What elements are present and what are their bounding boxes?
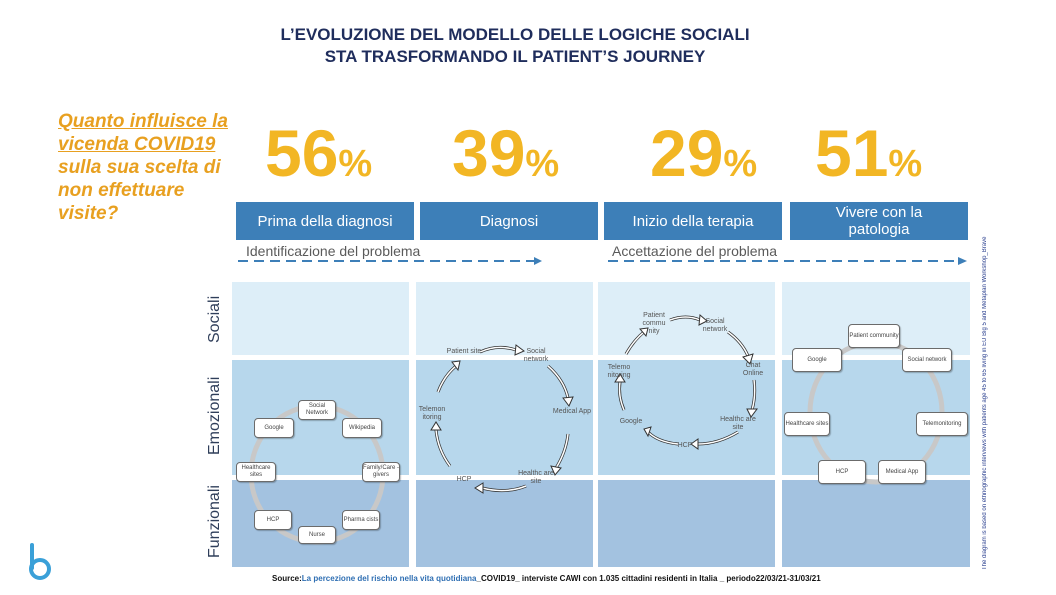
node-wikipedia: Wikipedia [342, 418, 382, 438]
source-prefix: Source: [272, 574, 302, 583]
band-sociali [416, 282, 593, 355]
stat-value: 29 [650, 116, 724, 190]
node-hcp: HCP [456, 476, 472, 483]
stat-value: 56 [265, 116, 339, 190]
band-funzionali [598, 480, 775, 567]
node-hcp: HCP [677, 442, 693, 449]
node-telemonitoring: Telemonitoring [916, 412, 968, 436]
cycle-arrows [430, 344, 574, 494]
node-patient-community: Patient community [848, 324, 900, 348]
stat-unit: % [888, 143, 923, 185]
phase-inizio-terapia: Inizio della terapia [604, 202, 782, 240]
journey-column-2: Patient site Social network Medical App … [416, 282, 593, 567]
node-healthcare-site: Healthc are site [720, 416, 756, 431]
node-social-network: Social network [523, 348, 549, 363]
journey-dashed-arrow [238, 257, 967, 265]
node-social-network: Social network [702, 318, 728, 333]
row-label-funzionali: Funzionali [206, 485, 223, 559]
node-medical-app: Medical App [552, 408, 592, 415]
node-pharmacists: Pharma cists [342, 510, 380, 530]
stat-prima-diagnosi: 56% [265, 118, 372, 199]
journey-column-1: Social Network Wikipedia Family/Care -gi… [232, 282, 409, 567]
stat-vivere-patologia: 51% [815, 118, 922, 199]
node-social-network: Social network [902, 348, 952, 372]
question-line-5: visite? [58, 203, 119, 224]
source-citation: Source:La percezione del rischio nella v… [272, 574, 821, 583]
node-telemonitoring: Telemon itoring [418, 406, 446, 421]
node-family-caregivers: Family/Care -givers [362, 462, 400, 482]
node-google: Google [254, 418, 294, 438]
journey-column-3: Patient commu nity Social network Chat O… [598, 282, 775, 567]
phase-diagnosi: Diagnosi [420, 202, 598, 240]
journey-column-4: Patient community Social network Telemon… [782, 282, 970, 567]
node-healthcare-site: Healthc are site [518, 470, 554, 485]
question-line-1: Quanto influisce la [58, 111, 228, 132]
node-healthcare-sites: Healthcare sites [236, 462, 276, 482]
band-funzionali [782, 480, 970, 567]
node-google: Google [619, 418, 643, 425]
node-patient-site: Patient site [446, 348, 482, 355]
node-hcp: HCP [818, 460, 866, 484]
stat-inizio-terapia: 29% [650, 118, 757, 199]
stat-value: 51 [815, 116, 889, 190]
question-line-3: sulla sua scelta di [58, 157, 221, 178]
stat-diagnosi: 39% [452, 118, 559, 199]
source-rest: _COVID19_ interviste CAWI con 1.035 citt… [476, 574, 756, 583]
node-chat-online: Chat Online [742, 362, 764, 377]
source-link: La percezione del rischio nella vita quo… [301, 574, 477, 583]
source-dates: 22/03/21-31/03/21 [755, 574, 821, 583]
node-social-network: Social Network [298, 400, 336, 420]
band-emozionali [598, 360, 775, 475]
cycle-arrows [614, 313, 758, 450]
node-medical-app: Medical App [878, 460, 926, 484]
side-note: The diagram is based on ethnographic int… [982, 236, 988, 570]
stat-unit: % [338, 143, 373, 185]
slide-title-line2: STA TRASFORMANDO IL PATIENT’S JOURNEY [324, 47, 706, 66]
row-label-sociali: Sociali [206, 295, 223, 343]
slide-title-line1: L’EVOLUZIONE DEL MODELLO DELLE LOGICHE S… [280, 25, 750, 44]
node-patient-community: Patient commu nity [642, 312, 666, 335]
node-healthcare-sites: Healthcare sites [784, 412, 830, 436]
brand-logo-icon [29, 543, 51, 580]
question-line-4: non effettuare [58, 180, 185, 201]
node-nurse: Nurse [298, 526, 336, 544]
stat-unit: % [525, 143, 560, 185]
node-hcp: HCP [254, 510, 292, 530]
node-google: Google [792, 348, 842, 372]
survey-question: Quanto influisce la vicenda COVID19 sull… [58, 110, 243, 225]
phase-group-identificazione: Identificazione del problema [246, 243, 421, 259]
question-line-2: vicenda COVID19 [58, 134, 216, 155]
band-sociali [232, 282, 409, 355]
row-label-emozionali: Emozionali [206, 376, 223, 456]
phase-prima-diagnosi: Prima della diagnosi [236, 202, 414, 240]
stat-value: 39 [452, 116, 526, 190]
phase-vivere-patologia: Vivere con la patologia [790, 202, 968, 240]
band-funzionali [416, 480, 593, 567]
stat-unit: % [723, 143, 758, 185]
phase-group-accettazione: Accettazione del problema [612, 243, 777, 259]
node-telemonitoring: Telemo nitoring [607, 364, 631, 379]
